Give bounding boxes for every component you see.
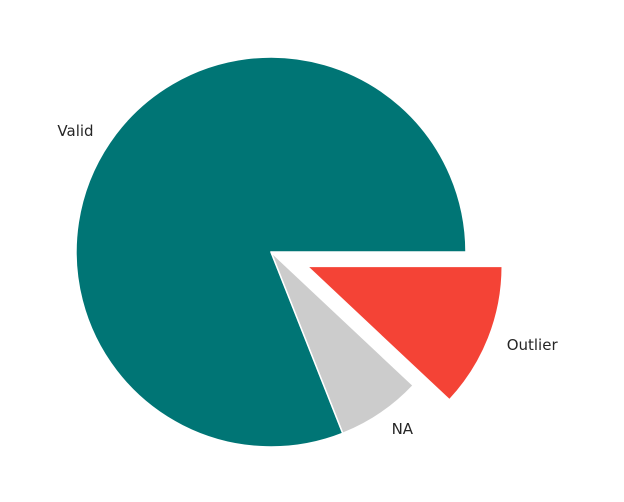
pie-slice-outlier [306, 265, 504, 401]
pie-slices [75, 56, 504, 448]
pie-label-outlier: Outlier [507, 336, 559, 354]
pie-label-valid: Valid [57, 122, 93, 140]
pie-labels: Valid NA Outlier [57, 122, 558, 438]
pie-label-na: NA [392, 420, 414, 438]
pie-slice-na [270, 251, 414, 435]
